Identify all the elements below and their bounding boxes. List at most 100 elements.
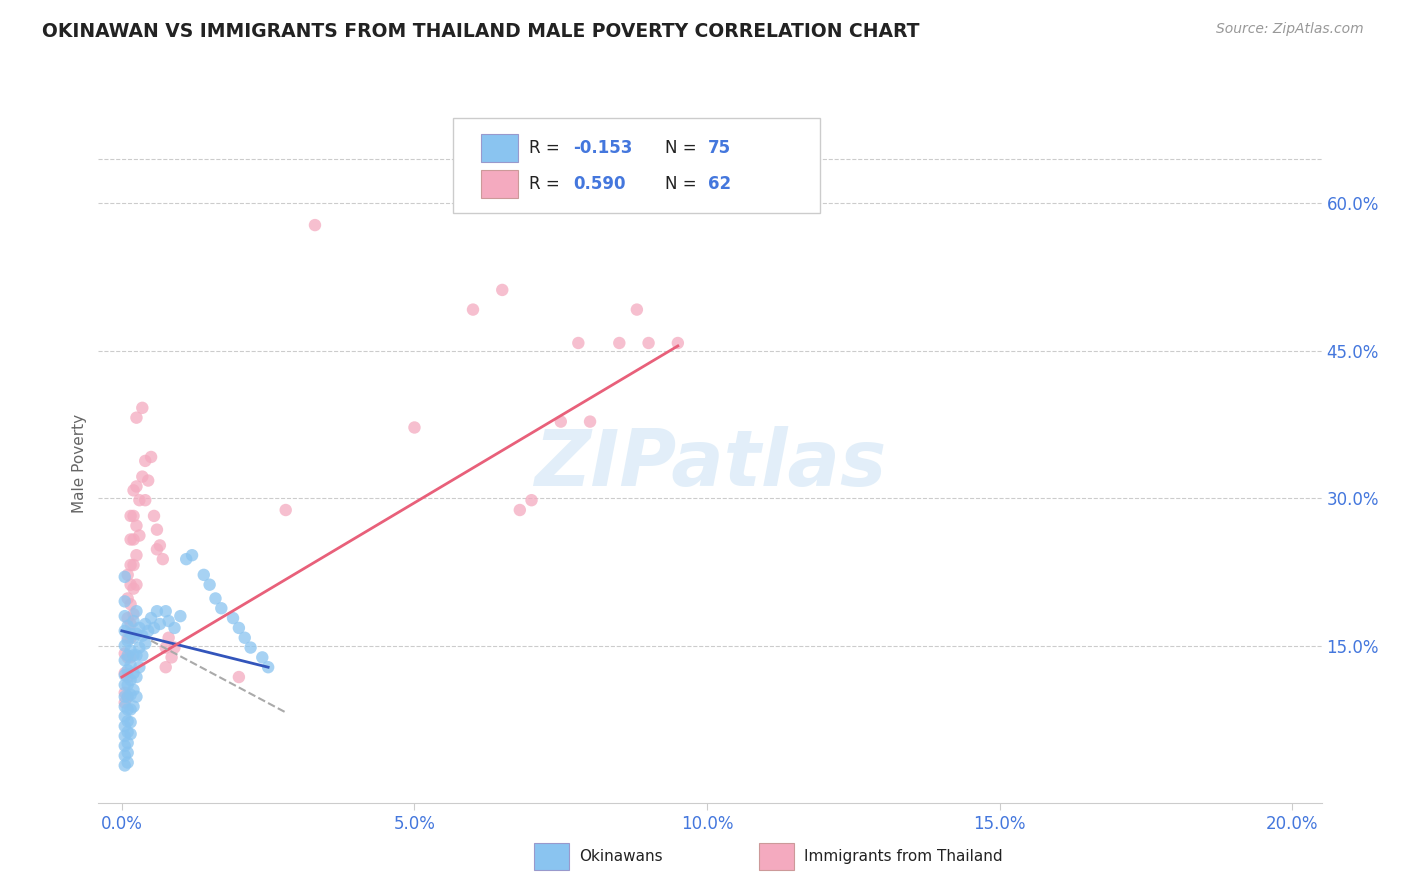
Point bbox=[128, 621, 150, 635]
Point bbox=[143, 508, 166, 523]
Point bbox=[114, 624, 136, 638]
Point bbox=[122, 614, 145, 628]
Point bbox=[120, 650, 142, 665]
Point bbox=[114, 709, 136, 723]
Point bbox=[181, 548, 204, 562]
Point bbox=[228, 621, 250, 635]
Point bbox=[120, 688, 142, 702]
Point bbox=[117, 633, 139, 648]
Point bbox=[117, 567, 139, 582]
Point bbox=[304, 218, 326, 232]
Point bbox=[114, 609, 136, 624]
Point bbox=[117, 619, 139, 633]
Point bbox=[239, 640, 262, 655]
Point bbox=[134, 454, 156, 468]
Point bbox=[117, 670, 139, 684]
Point bbox=[125, 670, 148, 684]
Point bbox=[114, 678, 136, 692]
Point bbox=[122, 558, 145, 572]
Point bbox=[114, 719, 136, 733]
Text: OKINAWAN VS IMMIGRANTS FROM THAILAND MALE POVERTY CORRELATION CHART: OKINAWAN VS IMMIGRANTS FROM THAILAND MAL… bbox=[42, 22, 920, 41]
Text: N =: N = bbox=[665, 139, 702, 157]
Y-axis label: Male Poverty: Male Poverty bbox=[72, 414, 87, 514]
Point bbox=[122, 483, 145, 498]
Point bbox=[666, 336, 689, 351]
Point bbox=[117, 690, 139, 704]
Point bbox=[125, 648, 148, 663]
Point bbox=[120, 508, 142, 523]
FancyBboxPatch shape bbox=[481, 169, 517, 198]
Point bbox=[125, 604, 148, 618]
Point bbox=[131, 648, 153, 663]
Point bbox=[114, 668, 136, 682]
Point bbox=[117, 746, 139, 760]
Point bbox=[125, 479, 148, 493]
Point bbox=[117, 650, 139, 665]
Point bbox=[120, 631, 142, 645]
Point bbox=[117, 756, 139, 770]
Point bbox=[131, 401, 153, 415]
Point bbox=[134, 637, 156, 651]
Point bbox=[122, 648, 145, 663]
Point bbox=[122, 682, 145, 697]
Text: R =: R = bbox=[529, 139, 565, 157]
Point bbox=[114, 758, 136, 772]
Point bbox=[131, 469, 153, 483]
Point bbox=[114, 647, 136, 661]
Point bbox=[461, 302, 484, 317]
Point bbox=[520, 493, 543, 508]
Point bbox=[491, 283, 513, 297]
Text: -0.153: -0.153 bbox=[574, 139, 633, 157]
Point bbox=[114, 729, 136, 743]
Point bbox=[120, 627, 142, 641]
Point bbox=[114, 690, 136, 704]
Point bbox=[209, 601, 232, 615]
Point bbox=[120, 673, 142, 687]
Point bbox=[131, 629, 153, 643]
Point bbox=[114, 570, 136, 584]
FancyBboxPatch shape bbox=[453, 118, 820, 213]
Point bbox=[122, 533, 145, 547]
Point bbox=[233, 631, 256, 645]
Text: 0.590: 0.590 bbox=[574, 175, 626, 193]
Point bbox=[134, 493, 156, 508]
Point bbox=[122, 508, 145, 523]
Point bbox=[579, 415, 602, 429]
Point bbox=[157, 631, 180, 645]
Point bbox=[509, 503, 531, 517]
Text: R =: R = bbox=[529, 175, 565, 193]
Point bbox=[120, 727, 142, 741]
Point bbox=[117, 714, 139, 729]
Point bbox=[146, 523, 169, 537]
Point bbox=[117, 736, 139, 750]
Point bbox=[136, 474, 159, 488]
Point bbox=[128, 640, 150, 655]
Point bbox=[174, 552, 197, 566]
Point bbox=[139, 611, 162, 625]
Text: 75: 75 bbox=[707, 139, 731, 157]
Point bbox=[257, 660, 280, 674]
Point bbox=[117, 678, 139, 692]
Point bbox=[149, 538, 172, 552]
Point bbox=[626, 302, 648, 317]
Point bbox=[607, 336, 630, 351]
Point bbox=[114, 639, 136, 653]
Point bbox=[120, 533, 142, 547]
Point bbox=[550, 415, 572, 429]
Point bbox=[128, 660, 150, 674]
Point bbox=[120, 715, 142, 730]
Point bbox=[125, 548, 148, 562]
Point bbox=[114, 739, 136, 753]
Point bbox=[120, 617, 142, 632]
Point bbox=[117, 663, 139, 677]
Point bbox=[160, 650, 183, 665]
Point bbox=[134, 617, 156, 632]
Text: N =: N = bbox=[665, 175, 702, 193]
Text: 62: 62 bbox=[707, 175, 731, 193]
Point bbox=[122, 607, 145, 622]
Point bbox=[125, 627, 148, 641]
Point bbox=[198, 577, 221, 591]
Point bbox=[122, 582, 145, 596]
Point bbox=[274, 503, 297, 517]
Point bbox=[114, 699, 136, 714]
